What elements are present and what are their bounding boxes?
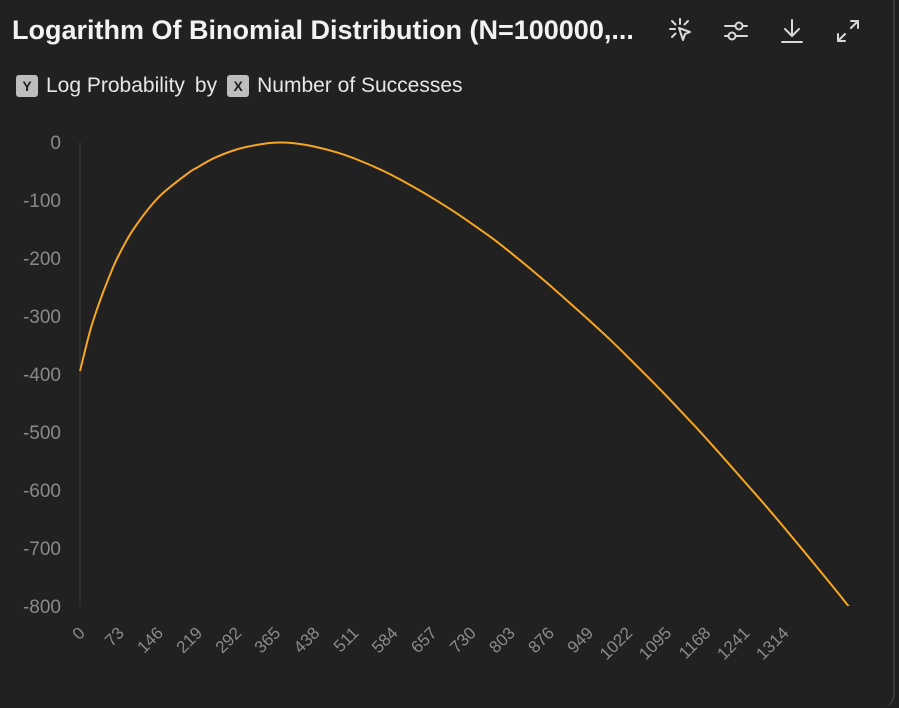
y-axis-label: Log Probability xyxy=(46,74,185,97)
line-chart: 0 -100 -200 -300 -400 -500 -600 -700 -800 0 73 146… xyxy=(23,133,862,664)
y-tick-label: -800 xyxy=(23,597,61,618)
x-tick-label: 292 xyxy=(212,623,245,656)
x-tick-label: 876 xyxy=(525,623,558,656)
x-axis-chip: X xyxy=(227,75,250,97)
x-tick-label: 73 xyxy=(101,623,128,650)
chart-title: Logarithm Of Binomial Distribution (N=10… xyxy=(12,15,634,45)
axis-subtitle: Y Log Probability by X Number of Success… xyxy=(16,74,473,98)
y-axis-chip: Y xyxy=(16,75,38,97)
x-tick-label: 1241 xyxy=(713,623,753,663)
plot-area xyxy=(79,141,862,623)
x-tick-label: 438 xyxy=(290,623,323,656)
x-tick-label: 146 xyxy=(134,623,167,656)
y-axis: 0 -100 -200 -300 -400 -500 -600 -700 -800 xyxy=(23,133,81,618)
x-tick-label: 0 xyxy=(69,623,89,643)
y-tick-label: 0 xyxy=(50,133,61,154)
select-cursor-button[interactable] xyxy=(662,14,698,48)
x-axis: 0 73 146 219 292 365 438 511 584 657 730 803 876 9491… xyxy=(69,623,793,663)
settings-sliders-button[interactable] xyxy=(718,14,754,48)
x-tick-label: 584 xyxy=(368,623,401,656)
by-text: by xyxy=(194,74,218,97)
sliders-icon xyxy=(724,21,748,41)
select-cursor-icon xyxy=(669,18,691,41)
x-tick-label: 803 xyxy=(485,623,518,656)
x-tick-label: 511 xyxy=(330,623,363,656)
x-tick-label: 1314 xyxy=(752,623,792,663)
x-tick-label: 219 xyxy=(173,623,206,656)
x-tick-label: 1022 xyxy=(596,623,636,663)
y-tick-label: -700 xyxy=(23,539,61,560)
y-tick-label: -600 xyxy=(23,481,61,502)
x-axis-label: Number of Successes xyxy=(257,74,463,97)
download-button[interactable] xyxy=(774,14,810,48)
x-tick-label: 949 xyxy=(564,623,597,656)
y-tick-label: -100 xyxy=(23,191,61,212)
y-tick-label: -400 xyxy=(23,365,61,386)
x-tick-label: 657 xyxy=(407,623,440,656)
expand-button[interactable] xyxy=(830,14,866,48)
chart-toolbar xyxy=(662,14,866,48)
x-tick-label: 365 xyxy=(251,623,284,656)
x-tick-label: 1168 xyxy=(675,623,714,662)
series-line[interactable] xyxy=(79,141,862,623)
y-tick-label: -500 xyxy=(23,423,61,444)
x-tick-label: 1095 xyxy=(635,623,675,663)
expand-icon xyxy=(837,20,859,42)
y-tick-label: -300 xyxy=(23,307,61,328)
download-icon xyxy=(781,19,803,43)
y-tick-label: -200 xyxy=(23,249,61,270)
x-tick-label: 730 xyxy=(446,623,479,656)
